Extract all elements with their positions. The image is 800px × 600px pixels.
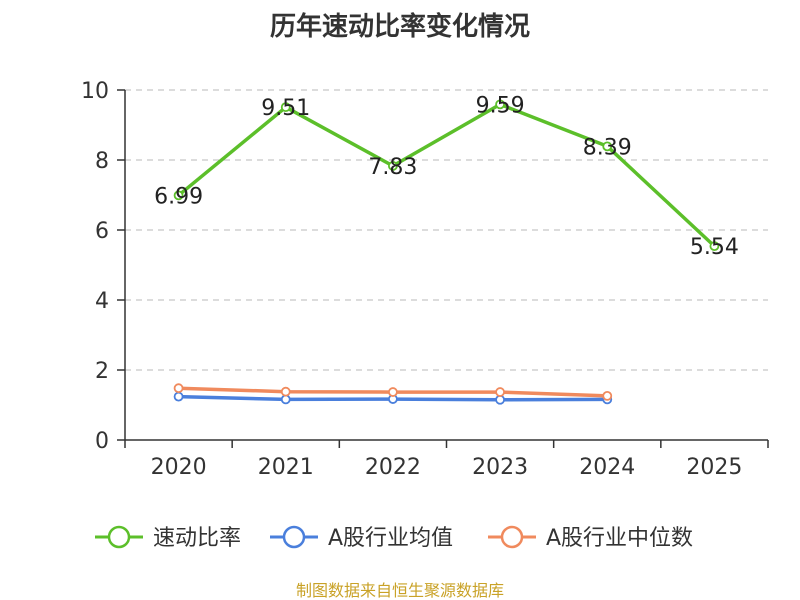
data-point: [173, 190, 184, 201]
data-point: [173, 383, 184, 394]
legend-swatch-marker: [107, 525, 131, 549]
y-tick-label: 6: [95, 219, 109, 244]
data-point: [495, 394, 505, 405]
grid-lines: [125, 89, 768, 371]
y-tick-label: 10: [81, 79, 109, 104]
data-point: [388, 387, 398, 397]
data-point: [280, 386, 291, 397]
data-point: [388, 161, 398, 171]
data-point: [495, 387, 505, 397]
data-point: [495, 99, 505, 110]
legend: 速动比率 A股行业均值 A股行业中位数: [95, 525, 693, 551]
y-tick-label: 2: [95, 359, 109, 384]
data-label: 8.39: [583, 135, 632, 160]
series-line-0: [176, 102, 717, 248]
legend-label: A股行业中位数: [546, 526, 693, 551]
data-label: 7.83: [368, 155, 417, 180]
data-label: 9.51: [261, 96, 310, 121]
legend-label: 速动比率: [153, 526, 241, 551]
x-tick-label: 2022: [365, 455, 421, 480]
data-label: 6.99: [154, 184, 203, 209]
data-point: [602, 141, 613, 152]
legend-swatch-marker: [282, 525, 306, 549]
y-tick-label: 4: [95, 289, 109, 314]
legend-label: A股行业均值: [328, 526, 453, 551]
data-label: 5.54: [690, 235, 739, 260]
axes: 0 2 4 6 8 10 2020 2021 2022 2023 2024 2025: [81, 79, 769, 480]
x-tick-label: 2025: [686, 455, 742, 480]
y-tick-label: 8: [95, 149, 109, 174]
x-tick-label: 2020: [151, 455, 207, 480]
legend-swatch-marker: [500, 525, 524, 549]
data-label: 9.59: [476, 93, 525, 118]
chart-title: 历年速动比率变化情况: [270, 11, 530, 42]
data-point: [602, 390, 613, 401]
data-point: [280, 102, 291, 113]
data-point: [173, 391, 184, 402]
legend-item-0: 速动比率: [95, 525, 241, 551]
x-tick-label: 2024: [579, 455, 635, 480]
x-tick-label: 2021: [258, 455, 314, 480]
data-labels: 6.99 9.51 7.83 9.59 8.39 5.54: [154, 93, 739, 260]
legend-item-2: A股行业中位数: [488, 525, 693, 551]
x-tick-label: 2023: [472, 455, 528, 480]
data-point: [709, 241, 720, 252]
legend-item-1: A股行业均值: [270, 525, 453, 551]
y-tick-label: 0: [95, 429, 109, 454]
source-note: 制图数据来自恒生聚源数据库: [296, 581, 504, 600]
series-layer: [173, 99, 720, 405]
